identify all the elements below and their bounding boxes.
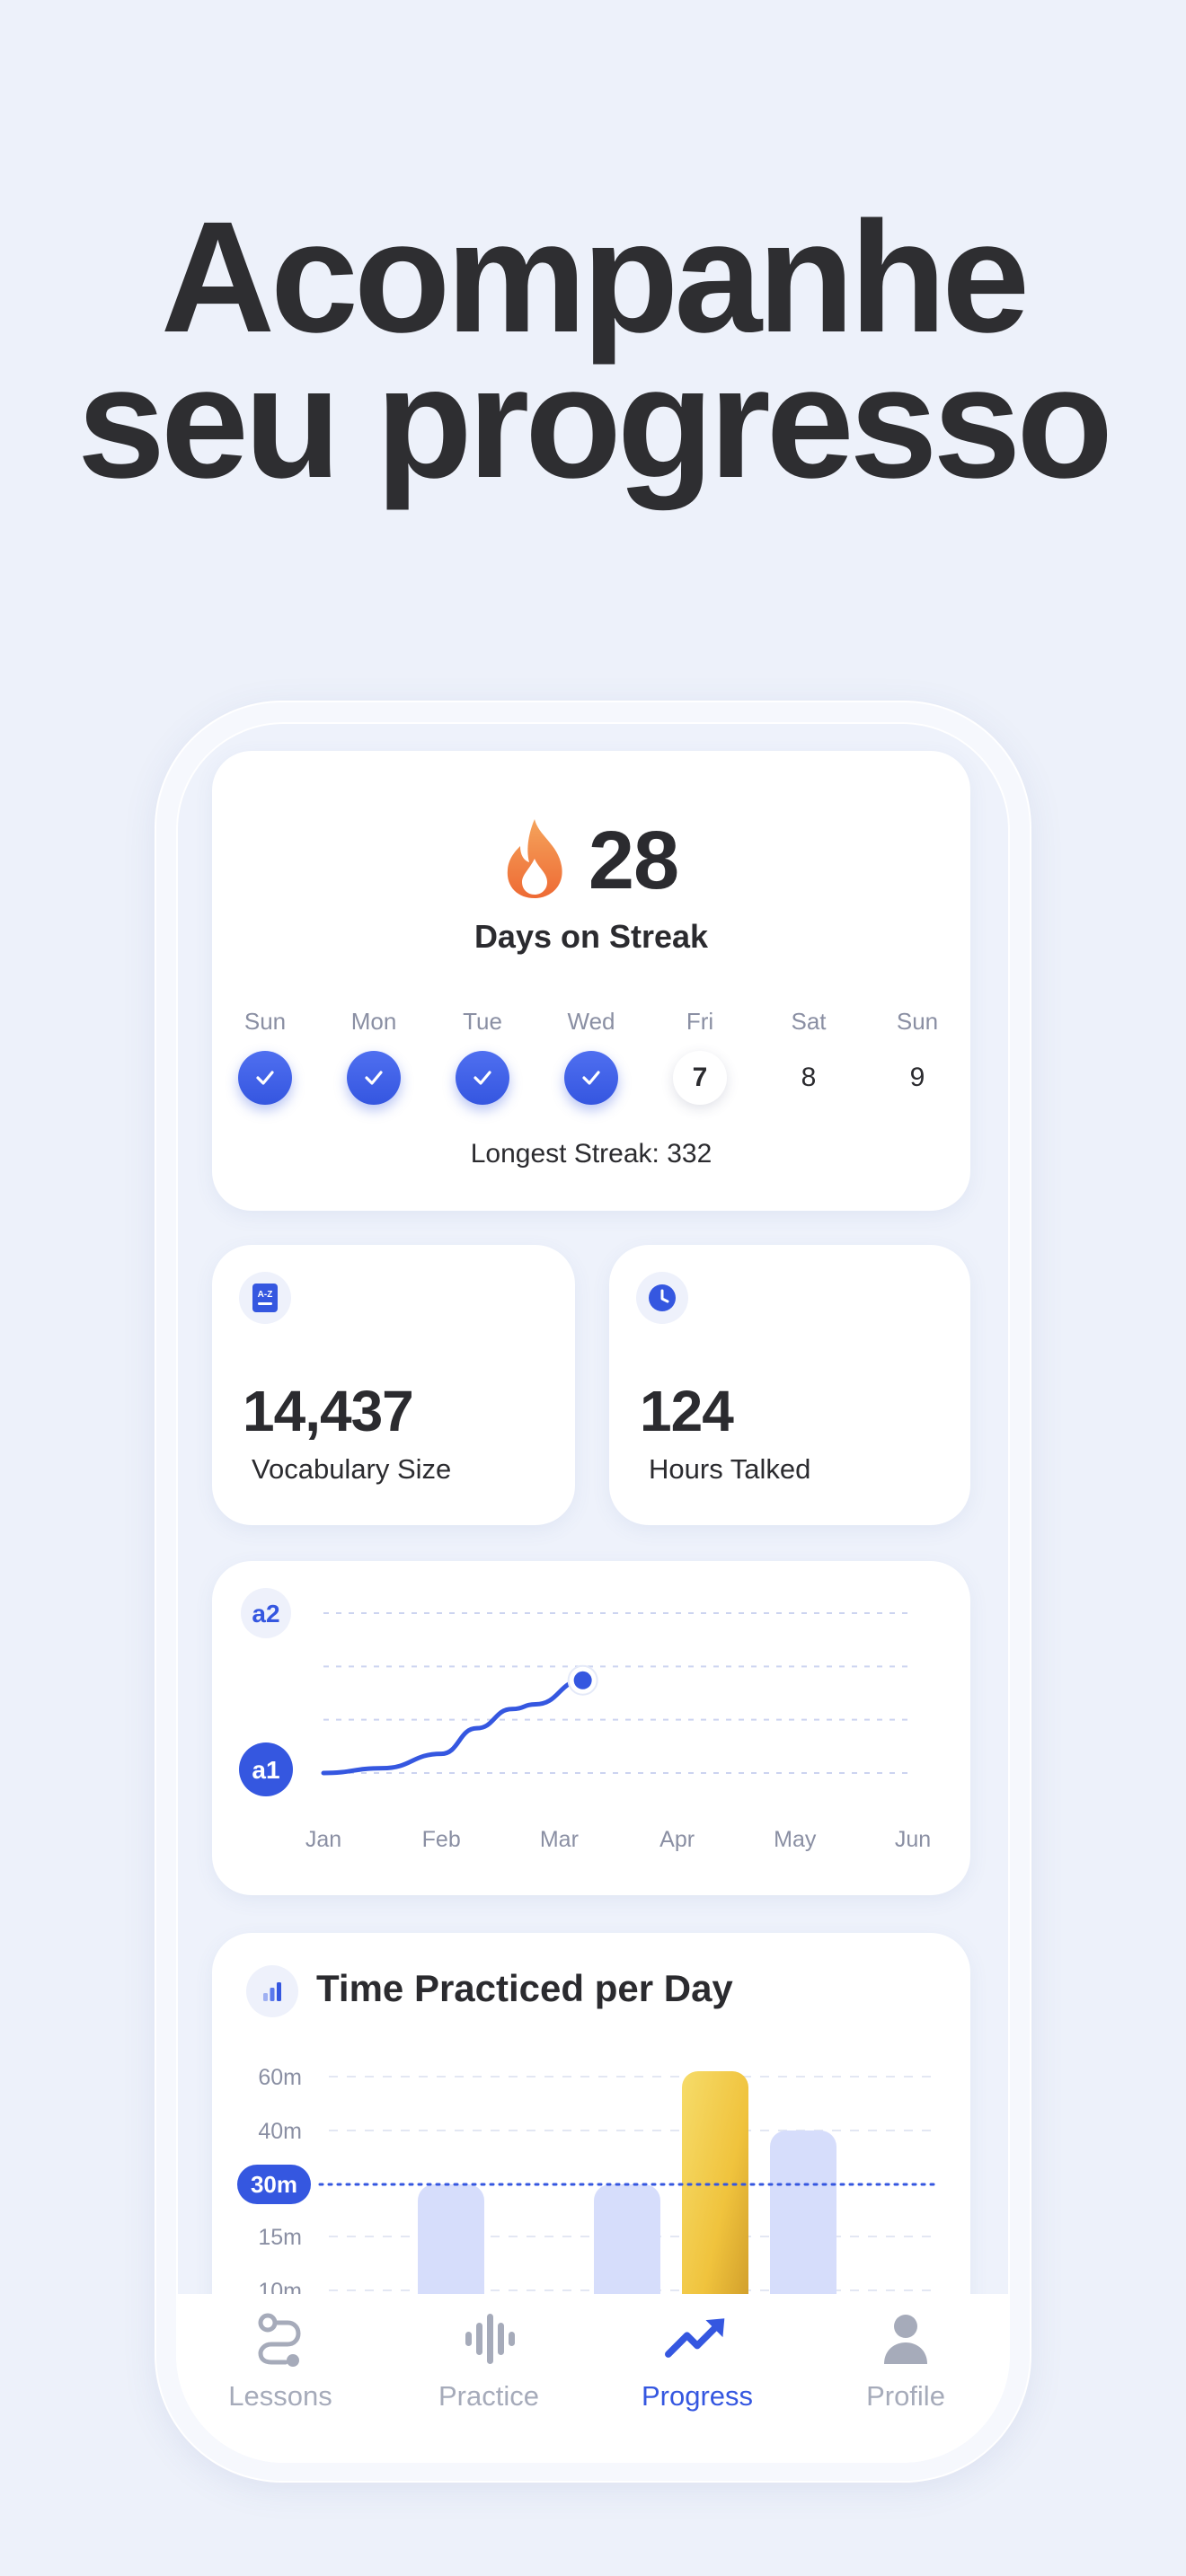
longest-streak: Longest Streak: 332 xyxy=(470,1139,712,1169)
day-4: Fri 7 xyxy=(659,1008,740,1105)
day-number: 7 xyxy=(673,1051,727,1105)
check-icon xyxy=(456,1051,509,1105)
month-label: Jun xyxy=(895,1827,931,1852)
phone-screen: 28 Days on Streak Sun Mon Tue Wed Fri 7 Sat 8 Su… xyxy=(176,722,1010,2463)
month-label: Jan xyxy=(305,1827,341,1852)
y-tick-label: 15m xyxy=(258,2225,302,2250)
target-badge xyxy=(237,2165,311,2204)
vocabulary-card[interactable]: A-Z 14,437 Vocabulary Size xyxy=(212,1245,575,1525)
tab-profile[interactable]: Profile xyxy=(816,2307,996,2413)
tab-progress-label: Progress xyxy=(641,2380,754,2412)
day-name: Sun xyxy=(896,1008,939,1035)
check-icon xyxy=(347,1051,401,1105)
check-icon xyxy=(238,1051,292,1105)
waveform-icon xyxy=(456,2307,521,2371)
headline-line2: seu progresso xyxy=(77,335,1113,511)
headline-line1: Acompanhe xyxy=(160,190,1030,366)
flame-icon xyxy=(504,817,567,904)
level-badge-a1: a1 xyxy=(239,1742,293,1796)
check-icon xyxy=(564,1051,618,1105)
hours-value: 124 xyxy=(640,1379,734,1443)
day-number: 8 xyxy=(801,1063,817,1092)
bar-chart-icon xyxy=(246,1965,298,2017)
level-label-a1: a1 xyxy=(252,1756,279,1784)
person-icon xyxy=(873,2307,938,2371)
level-chart: a2 a1 Jan Feb Mar Apr May Jun xyxy=(239,1588,931,1852)
day-1: Mon xyxy=(333,1008,414,1105)
path-icon xyxy=(248,2307,313,2371)
day-2: Tue xyxy=(442,1008,523,1105)
month-label: May xyxy=(774,1827,817,1852)
dictionary-icon: A-Z xyxy=(239,1272,291,1324)
vocabulary-label: Vocabulary Size xyxy=(252,1453,452,1485)
day-name: Tue xyxy=(463,1008,502,1035)
tab-lessons[interactable]: Lessons xyxy=(190,2307,370,2413)
day-3: Wed xyxy=(551,1008,632,1105)
time-bar xyxy=(682,2071,748,2355)
day-name: Wed xyxy=(567,1008,615,1035)
day-6: Sun 9 xyxy=(877,1008,958,1105)
day-5: Sat 8 xyxy=(768,1008,849,1105)
level-line xyxy=(321,1678,586,1776)
month-label: Apr xyxy=(659,1827,695,1852)
streak-card: 28 Days on Streak Sun Mon Tue Wed Fri 7 Sat 8 Su… xyxy=(212,751,970,1211)
time-chart-title: Time Practiced per Day xyxy=(316,1967,733,2009)
week-days: Sun Mon Tue Wed Fri 7 Sat 8 Sun 9 xyxy=(225,1008,958,1105)
target-label: 30m xyxy=(251,2171,297,2198)
day-number: 9 xyxy=(909,1063,925,1092)
y-tick-label: 40m xyxy=(258,2119,302,2144)
tab-profile-label: Profile xyxy=(866,2380,945,2412)
streak-count: 28 xyxy=(588,815,679,906)
tab-practice[interactable]: Practice xyxy=(399,2307,579,2413)
month-label: Mar xyxy=(540,1827,579,1852)
hours-label: Hours Talked xyxy=(649,1453,811,1485)
day-name: Sat xyxy=(791,1008,827,1035)
dictionary-icon-text: A-Z xyxy=(258,1290,273,1300)
current-point xyxy=(573,1671,592,1689)
headline: Acompanhe seu progresso xyxy=(0,190,1186,511)
streak-label: Days on Streak xyxy=(474,918,709,955)
tab-bar: Lessons Practice Progress xyxy=(176,2294,1010,2463)
month-label: Feb xyxy=(422,1827,461,1852)
day-name: Mon xyxy=(350,1008,397,1035)
clock-icon xyxy=(636,1272,688,1324)
level-badge-a2: a2 xyxy=(241,1588,291,1638)
day-name: Sun xyxy=(243,1008,287,1035)
tab-progress[interactable]: Progress xyxy=(607,2307,787,2413)
tab-practice-label: Practice xyxy=(438,2380,539,2412)
hours-card[interactable]: 124 Hours Talked xyxy=(609,1245,970,1525)
vocabulary-value: 14,437 xyxy=(243,1379,414,1443)
level-chart-card: a2 a1 Jan Feb Mar Apr May Jun xyxy=(212,1561,970,1895)
level-label-a2: a2 xyxy=(252,1600,279,1628)
day-0: Sun xyxy=(225,1008,305,1105)
trend-up-icon xyxy=(665,2307,730,2371)
streak-header: 28 xyxy=(212,814,970,908)
y-tick-label: 60m xyxy=(258,2065,302,2090)
tab-lessons-label: Lessons xyxy=(228,2380,332,2412)
day-name: Fri xyxy=(686,1008,714,1035)
